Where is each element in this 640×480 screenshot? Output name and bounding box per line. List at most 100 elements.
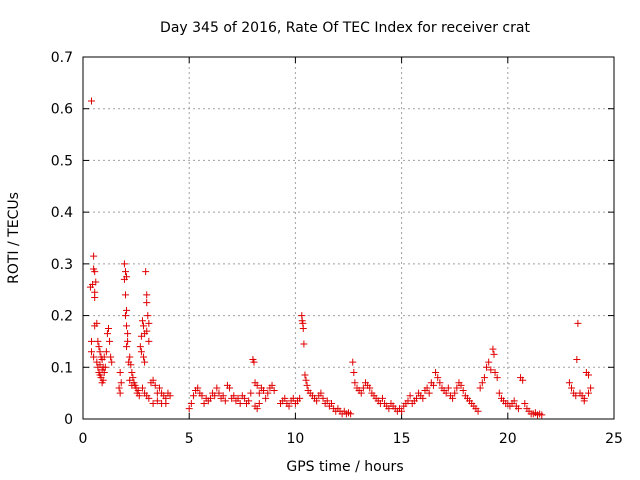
data-point xyxy=(514,405,522,413)
data-point xyxy=(116,389,124,397)
data-point xyxy=(143,299,151,307)
data-point xyxy=(398,407,406,415)
data-point xyxy=(115,384,123,392)
data-point xyxy=(128,368,136,376)
data-point xyxy=(359,384,367,392)
data-point xyxy=(162,399,170,407)
data-point xyxy=(419,394,427,402)
data-point xyxy=(142,268,150,276)
data-point xyxy=(406,392,414,400)
data-point xyxy=(574,319,582,327)
data-point xyxy=(434,374,442,382)
data-point xyxy=(573,356,581,364)
data-point xyxy=(121,268,129,276)
data-point xyxy=(580,397,588,405)
data-point xyxy=(302,376,310,384)
data-point xyxy=(104,325,112,332)
data-point xyxy=(268,381,276,389)
data-point xyxy=(301,371,309,379)
data-point xyxy=(489,345,497,353)
data-point xyxy=(425,389,433,397)
data-point xyxy=(240,394,248,402)
data-point xyxy=(211,392,219,400)
data-point xyxy=(138,384,146,392)
data-point xyxy=(121,312,129,320)
data-point xyxy=(351,379,359,387)
data-point xyxy=(126,376,134,384)
data-point xyxy=(255,389,263,397)
data-point xyxy=(145,394,153,402)
data-point xyxy=(145,337,153,345)
data-point xyxy=(124,337,132,345)
data-point xyxy=(149,399,157,407)
data-point xyxy=(328,399,336,407)
chart-title: Day 345 of 2016, Rate Of TEC Index for r… xyxy=(160,20,530,36)
data-point xyxy=(519,376,527,384)
data-point xyxy=(459,387,467,395)
data-point xyxy=(87,337,95,345)
data-point xyxy=(140,322,148,330)
data-point xyxy=(476,384,484,392)
data-point xyxy=(313,397,321,405)
data-point xyxy=(299,325,307,332)
data-point xyxy=(87,348,95,356)
data-point xyxy=(91,293,99,301)
data-point xyxy=(451,389,459,397)
data-point xyxy=(538,411,546,419)
data-point xyxy=(234,394,242,402)
data-point xyxy=(126,353,134,361)
data-point xyxy=(483,363,491,371)
data-point xyxy=(117,379,125,387)
data-point xyxy=(230,392,238,400)
data-point xyxy=(317,389,325,397)
data-point xyxy=(385,405,393,413)
data-point xyxy=(296,394,304,402)
data-point xyxy=(96,361,104,369)
data-point xyxy=(92,278,100,286)
data-point xyxy=(123,306,131,314)
data-point xyxy=(490,350,498,358)
data-point xyxy=(350,368,358,376)
data-point xyxy=(429,381,437,389)
data-point xyxy=(102,348,110,356)
data-point xyxy=(95,343,103,351)
y-tick-label: 0.6 xyxy=(51,102,73,118)
data-point xyxy=(495,389,503,397)
data-point xyxy=(93,319,101,327)
data-point xyxy=(253,381,261,389)
data-point xyxy=(264,389,272,397)
y-tick-label: 0.1 xyxy=(51,360,73,376)
data-point xyxy=(124,330,132,338)
data-point xyxy=(303,381,311,389)
data-point xyxy=(585,389,593,397)
data-point xyxy=(226,384,234,392)
data-point xyxy=(378,394,386,402)
data-point xyxy=(474,407,482,415)
data-point xyxy=(349,358,357,366)
data-point xyxy=(100,353,108,361)
data-point xyxy=(127,361,135,369)
y-tick-label: 0 xyxy=(64,412,73,428)
data-point xyxy=(457,381,465,389)
data-point xyxy=(145,319,153,327)
data-point xyxy=(187,399,195,407)
data-point xyxy=(135,392,143,400)
data-point xyxy=(251,402,259,410)
data-point xyxy=(189,392,197,400)
data-point xyxy=(106,337,114,345)
data-point xyxy=(194,384,202,392)
data-point xyxy=(453,384,461,392)
data-point xyxy=(323,397,331,405)
data-point xyxy=(136,343,144,351)
data-point xyxy=(587,384,595,392)
data-point xyxy=(90,252,98,260)
data-point xyxy=(108,358,116,366)
x-tick-label: 10 xyxy=(286,431,304,447)
data-point xyxy=(480,374,488,382)
data-point xyxy=(206,394,214,402)
data-point xyxy=(510,397,518,405)
data-point xyxy=(123,343,131,351)
y-tick-label: 0.3 xyxy=(51,257,73,273)
